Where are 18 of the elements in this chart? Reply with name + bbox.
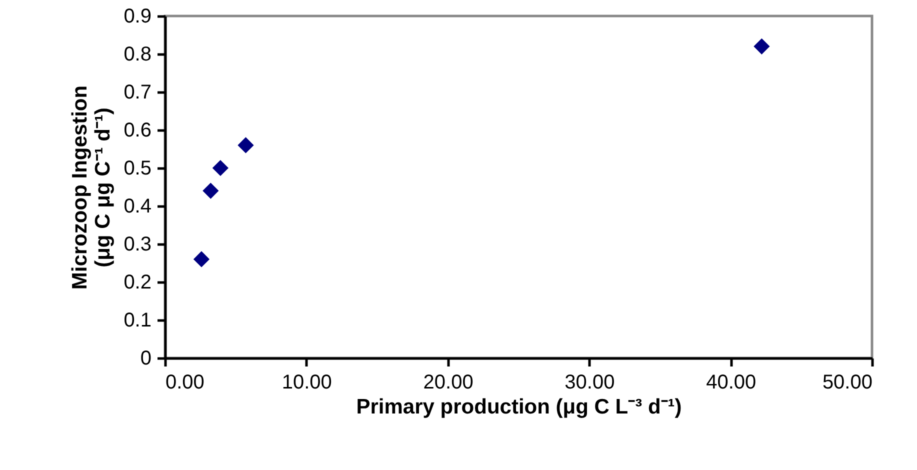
x-tick-label: 30.00: [564, 372, 615, 394]
x-tick-label: 40.00: [706, 372, 756, 394]
y-tick-label: 0.6: [124, 120, 152, 142]
y-axis-title: Microzoop Ingestion (μg C μg C⁻¹ d⁻¹): [68, 85, 115, 290]
y-tick-label: 0: [140, 348, 152, 370]
y-tick-label: 0.5: [124, 158, 152, 180]
x-tick-label: 10.00: [282, 372, 332, 394]
y-tick-label: 0.9: [124, 6, 152, 28]
x-axis-title: Primary production (μg C L⁻³ d⁻¹): [356, 396, 682, 418]
y-tick-label: 0.3: [124, 234, 152, 256]
y-tick-label: 0.8: [124, 44, 152, 66]
y-tick-label: 0.2: [124, 272, 152, 294]
x-tick-label: 20.00: [423, 372, 474, 394]
x-tick-label: 50.00: [822, 372, 872, 394]
y-tick-label: 0.7: [124, 82, 152, 104]
y-tick-label: 0.4: [124, 196, 152, 218]
x-tick-label: 0.00: [166, 372, 204, 394]
y-tick-label: 0.1: [124, 310, 152, 332]
